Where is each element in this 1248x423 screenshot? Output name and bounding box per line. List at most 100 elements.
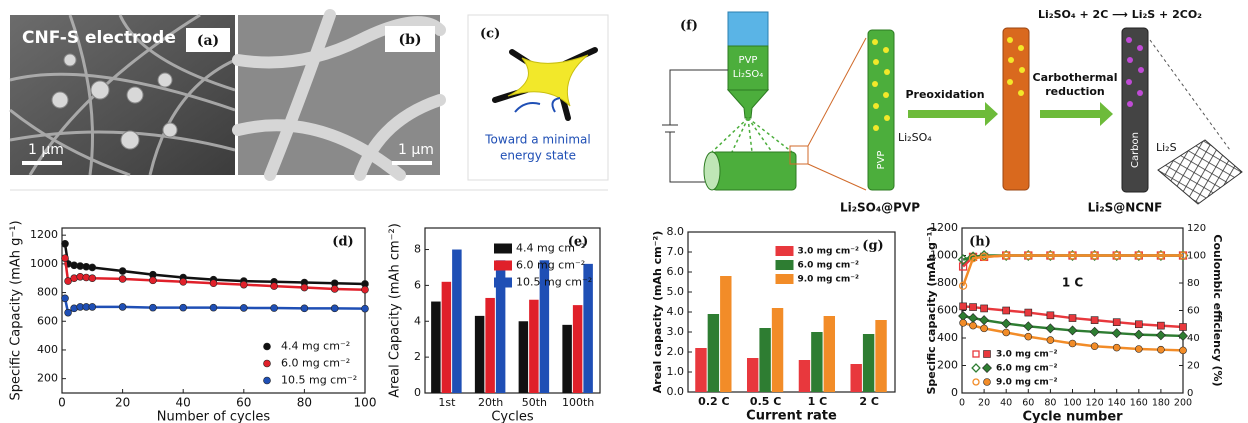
y-tick-label: 8 xyxy=(414,243,421,256)
marker xyxy=(89,264,96,271)
marker xyxy=(301,305,308,312)
bar xyxy=(708,314,719,392)
x-tick-label: 100th xyxy=(562,396,594,409)
caption: CNF-S electrode xyxy=(22,28,176,48)
caption-line: Toward a minimal xyxy=(484,133,590,147)
panel-label: (d) xyxy=(332,235,353,250)
marker xyxy=(1069,315,1076,322)
bar xyxy=(747,358,758,392)
y-tick-label: 1000 xyxy=(30,257,58,270)
x-axis-label: Cycles xyxy=(491,410,534,423)
legend-label: 9.0 mg cm⁻² xyxy=(798,275,859,285)
marker xyxy=(1113,319,1120,326)
zoom-lines xyxy=(808,38,866,190)
x-tick-label: 40 xyxy=(176,396,191,410)
fiber-label: Li₂S xyxy=(1156,141,1177,154)
bar xyxy=(811,332,822,392)
panel-f: (f) PVP Li₂SO₄ PVP Li₂SO₄ Preoxidation C… xyxy=(662,8,1242,215)
marker xyxy=(271,283,278,290)
y-tick-label: 2.0 xyxy=(667,345,685,358)
marker xyxy=(980,316,989,325)
marker xyxy=(271,305,278,312)
y-tick-label: 7.0 xyxy=(667,245,685,258)
zoom-line xyxy=(1150,40,1230,150)
legend-marker xyxy=(973,351,979,357)
legend-label: 10.5 mg cm⁻² xyxy=(281,374,357,387)
x-tick-label: 100 xyxy=(354,396,377,410)
marker xyxy=(1157,322,1164,329)
y-tick-label: 4.0 xyxy=(667,305,685,318)
panel-c: (c) Toward a minimal energy state xyxy=(468,15,608,180)
y-tick-label: 400 xyxy=(937,331,958,344)
fiber-text: Carbon xyxy=(1130,132,1141,168)
y-tick-label: 200 xyxy=(37,372,58,385)
panel-label: (h) xyxy=(969,235,991,250)
y-tick-label: 600 xyxy=(937,304,958,317)
bar xyxy=(562,325,572,393)
marker xyxy=(1047,337,1054,344)
marker xyxy=(1047,312,1054,319)
x-tick-label: 20 xyxy=(978,398,990,409)
y-tick-label: 4 xyxy=(414,314,421,327)
x-tick-label: 20 xyxy=(115,396,130,410)
panel-label: (f) xyxy=(680,19,698,34)
bar xyxy=(824,316,835,392)
marker xyxy=(210,280,217,287)
marker xyxy=(960,319,967,326)
y-tick-label: 0 xyxy=(414,386,421,399)
marker xyxy=(1091,317,1098,324)
y2-axis-label: Coulombic efficiency (%) xyxy=(1211,234,1224,386)
x-tick-label: 200 xyxy=(1174,398,1192,409)
x-tick-label: 100 xyxy=(1063,398,1081,409)
x-tick-label: 1 C xyxy=(808,395,828,408)
bar xyxy=(475,316,485,393)
marker xyxy=(1025,309,1032,316)
panel-label: (b) xyxy=(398,32,421,48)
x-tick-label: 60 xyxy=(236,396,251,410)
marker xyxy=(240,304,247,311)
marker xyxy=(1046,324,1055,333)
step-text: reduction xyxy=(1045,85,1105,98)
annotation: 1 C xyxy=(1062,276,1084,290)
y-tick-label: 5.0 xyxy=(667,285,685,298)
x-tick-label: 0 xyxy=(959,398,965,409)
y-tick-label: 6 xyxy=(414,278,421,291)
y-tick-label: 2 xyxy=(414,350,421,363)
marker xyxy=(1002,319,1011,328)
y-tick-label: 800 xyxy=(37,286,58,299)
y-axis-label: Specific Capacity (mAh g⁻¹) xyxy=(9,220,24,400)
legend-label: 9.0 mg cm⁻² xyxy=(996,378,1057,388)
arrow xyxy=(908,102,998,126)
x-tick-label: 180 xyxy=(1152,398,1170,409)
x-tick-label: 60 xyxy=(1022,398,1034,409)
marker xyxy=(301,284,308,291)
legend-label: 6.0 mg cm⁻² xyxy=(516,259,585,272)
panel-a: CNF-S electrode (a) 1 μm xyxy=(10,15,235,175)
marker xyxy=(62,295,69,302)
fiber-label: Li₂SO₄ xyxy=(898,131,932,144)
marker xyxy=(89,275,96,282)
marker xyxy=(1025,333,1032,340)
legend-marker xyxy=(982,363,991,372)
fiber-preoxidized xyxy=(1003,28,1029,190)
marker xyxy=(981,305,988,312)
marker xyxy=(1068,326,1077,335)
bar xyxy=(799,360,810,392)
marker xyxy=(960,303,967,310)
panel-label: (g) xyxy=(862,239,883,254)
marker xyxy=(180,278,187,285)
syringe-text: PVP xyxy=(739,55,758,66)
y-tick-label: 0 xyxy=(951,386,958,399)
legend-marker xyxy=(984,379,991,386)
marker xyxy=(240,281,247,288)
marker xyxy=(970,304,977,311)
arrow xyxy=(1040,102,1113,126)
fiber-text: PVP xyxy=(876,151,887,170)
x-tick-label: 120 xyxy=(1086,398,1104,409)
y-tick-label: 200 xyxy=(937,359,958,372)
legend-label: 6.0 mg cm⁻² xyxy=(996,364,1057,374)
marker xyxy=(119,275,126,282)
charts: 20040060080010001200020406080100(d)Numbe… xyxy=(9,220,1225,423)
syringe-top xyxy=(728,12,768,46)
y2-tick-label: 20 xyxy=(1187,361,1200,372)
